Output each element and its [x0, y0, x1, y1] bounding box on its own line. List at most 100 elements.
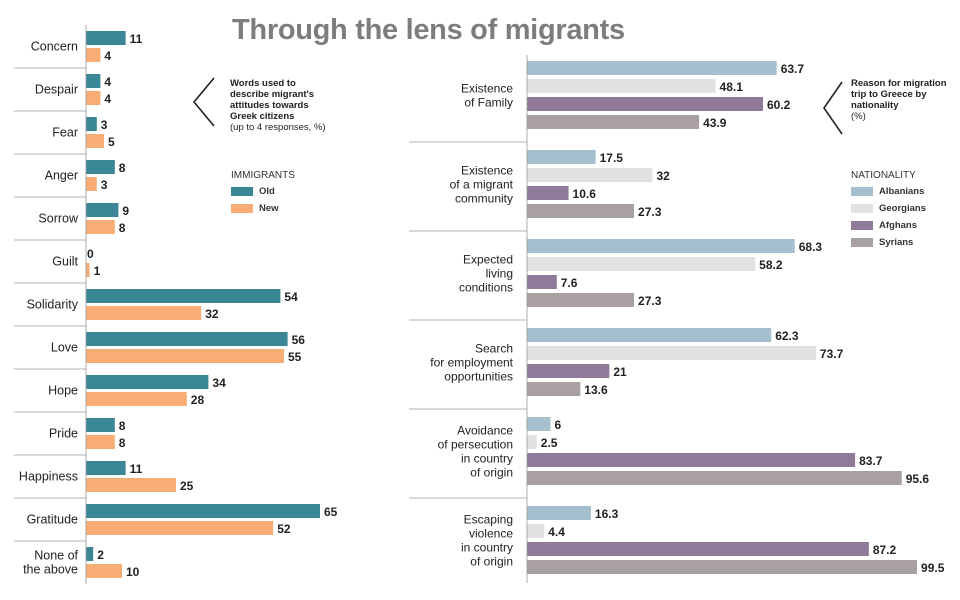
value-label-albanians-expected-living-conditions: 68.3: [799, 240, 823, 254]
bar-albanians-expected-living-conditions: [527, 239, 795, 253]
bar-new-love: [86, 349, 284, 363]
category-label-expected-living-conditions: living: [486, 267, 513, 281]
value-label-new-happiness: 25: [180, 479, 194, 493]
left-legend-title: IMMIGRANTS: [231, 170, 295, 181]
value-label-afghans-existence-of-a-migrant-community: 10.6: [573, 187, 597, 201]
value-label-new-anger: 3: [101, 178, 108, 192]
value-label-albanians-escaping-violence-in-country-of-origin: 16.3: [595, 507, 619, 521]
category-label-despair: Despair: [35, 83, 78, 97]
category-label-existence-of-family: of Family: [464, 96, 513, 110]
right-legend-item-afghans: Afghans: [851, 220, 917, 231]
left-note-bracket: [192, 77, 215, 127]
value-label-georgians-existence-of-family: 48.1: [720, 80, 744, 94]
bar-albanians-existence-of-family: [527, 61, 777, 75]
bar-georgians-avoidance-of-persecution-in-country-of-origin: [527, 435, 537, 449]
bar-old-concern: [86, 31, 126, 45]
legend-swatch-albanians: [851, 186, 873, 196]
category-label-existence-of-a-migrant-community: community: [455, 192, 513, 206]
bar-old-despair: [86, 74, 101, 88]
value-label-old-gratitude: 65: [324, 505, 338, 519]
legend-label-albanians: Albanians: [879, 186, 925, 197]
category-label-avoidance-of-persecution-in-country-of-origin: Avoidance: [457, 424, 513, 438]
bar-old-hope: [86, 375, 209, 389]
legend-label-syrians: Syrians: [879, 237, 914, 248]
category-label-fear: Fear: [52, 126, 78, 140]
value-label-afghans-search-for-employment-opportunities: 21: [613, 365, 627, 379]
bar-albanians-escaping-violence-in-country-of-origin: [527, 506, 591, 520]
category-label-hope: Hope: [48, 384, 78, 398]
value-label-new-gratitude: 52: [277, 522, 291, 536]
category-label-solidarity: Solidarity: [27, 298, 79, 312]
bar-georgians-search-for-employment-opportunities: [527, 346, 816, 360]
value-label-syrians-avoidance-of-persecution-in-country-of-origin: 95.6: [906, 472, 930, 486]
category-label-search-for-employment-opportunities: Search: [475, 342, 513, 356]
value-label-old-despair: 4: [104, 75, 111, 89]
bar-new-none-of-the-above: [86, 564, 122, 578]
category-label-escaping-violence-in-country-of-origin: violence: [469, 527, 513, 541]
value-label-old-sorrow: 9: [122, 204, 129, 218]
value-label-afghans-avoidance-of-persecution-in-country-of-origin: 83.7: [859, 454, 883, 468]
bar-old-pride: [86, 418, 115, 432]
legend-swatch-afghans: [851, 220, 873, 230]
left-legend-item-new: New: [231, 203, 279, 214]
value-label-georgians-escaping-violence-in-country-of-origin: 4.4: [548, 525, 565, 539]
value-label-syrians-expected-living-conditions: 27.3: [638, 294, 662, 308]
category-label-avoidance-of-persecution-in-country-of-origin: of origin: [470, 466, 513, 480]
value-label-albanians-existence-of-family: 63.7: [781, 62, 805, 76]
value-label-old-pride: 8: [119, 419, 126, 433]
bar-new-gratitude: [86, 521, 274, 535]
right-legend-item-georgians: Georgians: [851, 203, 926, 214]
bar-georgians-existence-of-family: [527, 79, 716, 93]
category-label-sorrow: Sorrow: [38, 212, 79, 226]
category-label-none-of-the-above: the above: [23, 563, 78, 577]
category-label-expected-living-conditions: Expected: [463, 253, 513, 267]
category-label-pride: Pride: [49, 427, 78, 441]
bar-afghans-expected-living-conditions: [527, 275, 557, 289]
bar-old-sorrow: [86, 203, 119, 217]
bar-old-none-of-the-above: [86, 547, 94, 561]
right-legend-item-albanians: Albanians: [851, 186, 924, 197]
value-label-old-anger: 8: [119, 161, 126, 175]
bar-new-solidarity: [86, 306, 202, 320]
value-label-afghans-expected-living-conditions: 7.6: [561, 276, 578, 290]
bar-old-happiness: [86, 461, 126, 475]
legend-swatch-syrians: [851, 237, 873, 247]
bar-albanians-search-for-employment-opportunities: [527, 328, 772, 342]
category-label-gratitude: Gratitude: [27, 513, 78, 527]
category-label-avoidance-of-persecution-in-country-of-origin: of persecution: [438, 438, 513, 452]
bar-new-fear: [86, 134, 104, 148]
value-label-old-happiness: 11: [130, 462, 143, 476]
value-label-new-despair: 4: [104, 92, 111, 106]
value-label-new-sorrow: 8: [119, 221, 126, 235]
legend-label-old: Old: [259, 186, 275, 197]
category-label-happiness: Happiness: [19, 470, 78, 484]
value-label-old-none-of-the-above: 2: [97, 548, 104, 562]
bar-old-anger: [86, 160, 115, 174]
legend-label-georgians: Georgians: [879, 203, 926, 214]
bar-old-fear: [86, 117, 97, 131]
category-label-escaping-violence-in-country-of-origin: in country: [461, 541, 513, 555]
bar-albanians-existence-of-a-migrant-community: [527, 150, 596, 164]
right-note-bracket: [823, 81, 843, 135]
value-label-new-none-of-the-above: 10: [126, 565, 140, 579]
bar-georgians-existence-of-a-migrant-community: [527, 168, 653, 182]
bar-new-pride: [86, 435, 115, 449]
right-chart-note: Reason for migration trip to Greece by n…: [851, 78, 951, 122]
value-label-albanians-existence-of-a-migrant-community: 17.5: [600, 151, 624, 165]
value-label-old-solidarity: 54: [284, 290, 298, 304]
value-label-georgians-existence-of-a-migrant-community: 32: [656, 169, 670, 183]
value-label-new-love: 55: [288, 350, 302, 364]
bar-old-love: [86, 332, 288, 346]
value-label-syrians-existence-of-family: 43.9: [703, 116, 727, 130]
value-label-georgians-expected-living-conditions: 58.2: [759, 258, 783, 272]
bar-syrians-existence-of-family: [527, 115, 700, 129]
category-label-anger: Anger: [45, 169, 78, 183]
legend-swatch-new: [231, 203, 253, 213]
bar-afghans-existence-of-a-migrant-community: [527, 186, 569, 200]
value-label-albanians-search-for-employment-opportunities: 62.3: [775, 329, 799, 343]
bar-afghans-search-for-employment-opportunities: [527, 364, 610, 378]
bar-afghans-existence-of-family: [527, 97, 763, 111]
bar-new-anger: [86, 177, 97, 191]
bar-syrians-search-for-employment-opportunities: [527, 382, 581, 396]
